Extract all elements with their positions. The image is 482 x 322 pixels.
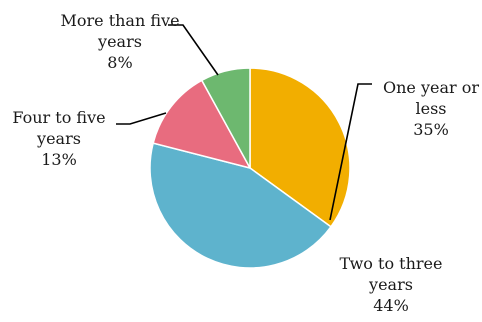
data-label-two-to-three-years: Two to three years 44% (327, 253, 455, 316)
value-label: 13% (41, 150, 77, 169)
category-label-line-2: less (415, 99, 447, 118)
leader-line-four-to-five-years (116, 112, 167, 125)
category-label-line-2: years (37, 129, 81, 148)
category-label-line-2: years (98, 32, 142, 51)
category-label-line-1: One year or (382, 78, 480, 97)
category-label-line-1: More than five (60, 11, 180, 30)
category-label-line-1: Two to three (339, 254, 443, 273)
leader-line-more-than-five-years (168, 24, 219, 76)
pie-slice-more-than-five-years (200, 67, 251, 169)
pie-slice-four-to-five-years (152, 79, 252, 170)
value-label: 44% (373, 296, 409, 315)
value-label: 35% (413, 120, 449, 139)
pie-slice-one-year-or-less (249, 67, 351, 228)
data-label-four-to-five-years: Four to five years 13% (0, 107, 118, 170)
pie-slice-two-to-three-years (149, 142, 332, 269)
category-label-line-2: years (369, 275, 413, 294)
category-label-line-1: Four to five (12, 108, 106, 127)
data-label-one-year-or-less: One year or less 35% (375, 77, 482, 140)
value-label: 8% (107, 53, 133, 72)
data-label-more-than-five-years: More than five years 8% (50, 10, 190, 73)
leader-line-one-year-or-less (329, 83, 372, 221)
